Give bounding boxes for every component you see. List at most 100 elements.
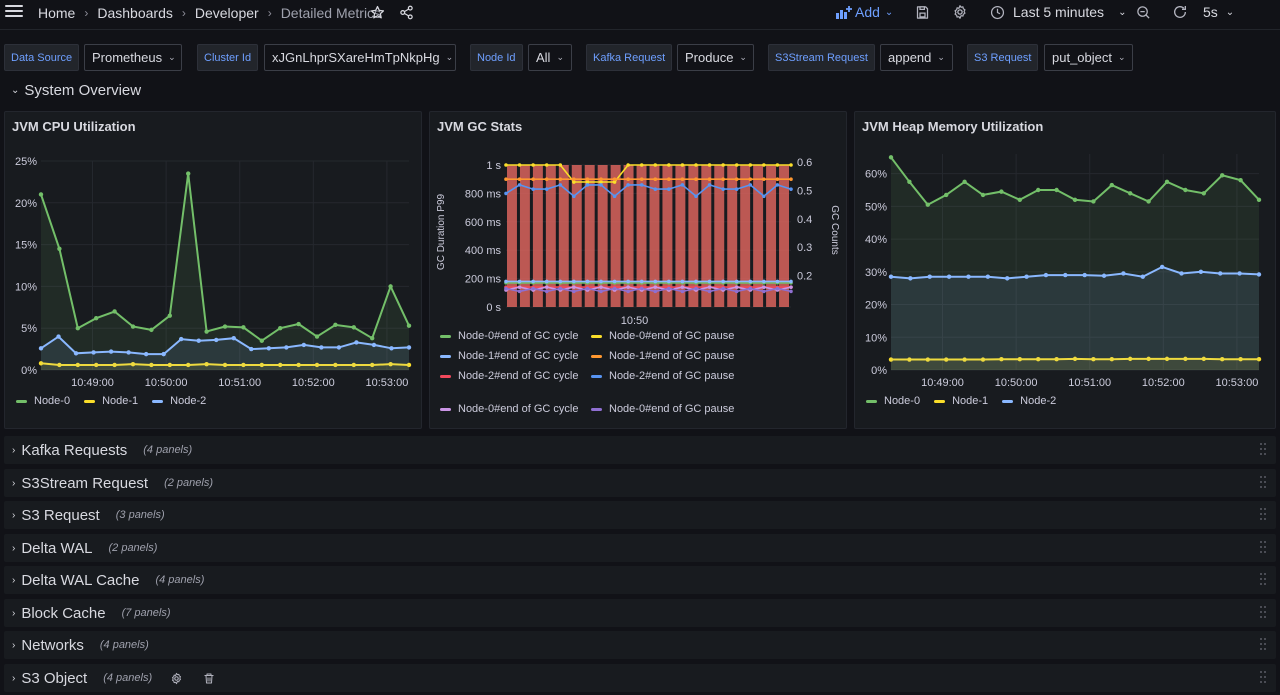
row-s3-object[interactable]: › S3 Object (4 panels)	[4, 664, 1276, 692]
row-s3-request[interactable]: › S3 Request (3 panels)	[4, 501, 1276, 529]
panel-jvm-heap[interactable]: JVM Heap Memory Utilization 0% 10% 20% 30% 4…	[854, 111, 1276, 429]
row-system-overview[interactable]: ⌄ System Overview	[11, 82, 141, 99]
data-point	[985, 274, 991, 279]
data-point	[721, 286, 725, 291]
data-point	[531, 177, 535, 181]
share-icon[interactable]	[399, 5, 414, 20]
data-point	[1109, 357, 1114, 362]
legend-item[interactable]: Node-1	[934, 395, 988, 407]
legend-item[interactable]: Node-2	[1002, 395, 1056, 407]
drag-handle-icon[interactable]	[1260, 670, 1268, 686]
row-actions	[170, 672, 235, 685]
legend-item[interactable]: Node-0#end of GC cycle	[440, 403, 578, 415]
panel-jvm-gc[interactable]: JVM GC Stats 0 s 200 ms 400 ms 600 ms 800 ms…	[429, 111, 847, 429]
gear-icon[interactable]	[952, 4, 968, 20]
var-select-kafka-request[interactable]: Produce ⌄	[677, 44, 754, 71]
refresh-interval-picker[interactable]: 5s ⌄	[1203, 4, 1234, 20]
data-point	[38, 192, 44, 197]
panel-jvm-cpu[interactable]: JVM CPU Utilization 0% 5% 10% 15% 20% 25% 10:4…	[4, 111, 422, 429]
legend-item[interactable]: Node-0#end of GC pause	[591, 330, 734, 342]
drag-handle-icon[interactable]	[1260, 572, 1268, 588]
data-point	[599, 285, 603, 289]
data-point	[278, 362, 283, 368]
data-point	[544, 187, 549, 191]
legend-item[interactable]: Node-2	[152, 395, 206, 407]
data-point	[694, 194, 698, 199]
add-label: Add	[855, 4, 880, 20]
data-point	[1101, 273, 1107, 278]
x-tick-label: 10:51:00	[1068, 377, 1111, 389]
refresh-icon[interactable]	[1172, 4, 1188, 20]
data-point	[1146, 199, 1151, 204]
row-networks[interactable]: › Networks (4 panels)	[4, 631, 1276, 659]
row-block-cache[interactable]: › Block Cache (7 panels)	[4, 599, 1276, 627]
series-line	[506, 164, 791, 183]
drag-handle-icon[interactable]	[1260, 540, 1268, 556]
legend-item[interactable]: Node-0	[16, 395, 70, 407]
row-delta-wal[interactable]: › Delta WAL (2 panels)	[4, 534, 1276, 562]
data-point	[626, 183, 630, 187]
data-point	[504, 286, 508, 291]
legend-item[interactable]: Node-2#end of GC cycle	[440, 370, 578, 382]
legend-item[interactable]: Node-0	[866, 395, 920, 407]
data-point	[1198, 269, 1204, 275]
breadcrumb-developer[interactable]: Developer	[194, 5, 259, 21]
legend-item[interactable]: Node-0#end of GC cycle	[440, 330, 578, 342]
data-point	[775, 183, 780, 187]
legend-item[interactable]: Node-2#end of GC pause	[591, 370, 734, 382]
var-select-s3-request[interactable]: put_object ⌄	[1044, 44, 1133, 71]
data-point	[284, 345, 289, 350]
data-point	[888, 274, 894, 279]
legend-item[interactable]: Node-1#end of GC pause	[591, 350, 734, 362]
data-point	[108, 349, 114, 354]
row-kafka-requests[interactable]: › Kafka Requests (4 panels)	[4, 436, 1276, 464]
data-point	[707, 163, 712, 167]
drag-handle-icon[interactable]	[1260, 442, 1268, 458]
gc-bar	[532, 165, 543, 307]
data-point	[707, 183, 712, 187]
chevron-down-icon: ⌄	[11, 85, 20, 96]
time-range-picker[interactable]: Last 5 minutes ⌄	[990, 4, 1126, 20]
legend-item[interactable]: Node-1	[84, 395, 138, 407]
data-point	[694, 286, 698, 291]
data-point	[1054, 357, 1059, 362]
legend-item[interactable]: Node-0#end of GC pause	[591, 403, 734, 415]
var-select-node-id[interactable]: All ⌄	[528, 44, 572, 71]
series-line	[505, 286, 792, 291]
legend-item[interactable]: Node-1#end of GC cycle	[440, 350, 578, 362]
breadcrumb-dashboards[interactable]: Dashboards	[97, 5, 173, 21]
gc-bar	[571, 165, 582, 307]
y-tick-label: 60%	[865, 169, 887, 181]
data-point	[789, 285, 793, 289]
chevron-down-icon: ⌄	[168, 52, 176, 62]
data-point	[1220, 173, 1225, 178]
drag-handle-icon[interactable]	[1260, 605, 1268, 621]
row-s3stream-request[interactable]: › S3Stream Request (2 panels)	[4, 469, 1276, 497]
data-point	[130, 361, 136, 367]
data-point	[653, 289, 658, 294]
data-point	[612, 177, 617, 181]
add-button[interactable]: Add ⌄	[836, 4, 893, 20]
row-delta-wal-cache[interactable]: › Delta WAL Cache (4 panels)	[4, 566, 1276, 594]
data-point	[734, 177, 739, 181]
data-point	[204, 361, 209, 367]
breadcrumb-home[interactable]: Home	[38, 5, 76, 21]
menu-icon[interactable]	[5, 5, 23, 19]
var-select-data-source[interactable]: Prometheus ⌄	[84, 44, 182, 71]
gc-bar	[766, 165, 777, 307]
data-point	[653, 163, 658, 167]
save-icon[interactable]	[915, 5, 930, 20]
var-select-cluster-id[interactable]: xJGnLhprSXareHmTpNkpHg ⌄	[264, 44, 456, 71]
gear-icon[interactable]	[170, 672, 183, 685]
y-tick-label: 0 s	[486, 302, 501, 314]
zoom-out-icon[interactable]	[1136, 5, 1151, 20]
data-point	[944, 192, 949, 198]
time-range-label: Last 5 minutes	[1013, 4, 1105, 20]
data-point	[186, 171, 191, 176]
star-icon[interactable]	[370, 5, 385, 20]
drag-handle-icon[interactable]	[1260, 507, 1268, 523]
drag-handle-icon[interactable]	[1260, 475, 1268, 491]
trash-icon[interactable]	[203, 672, 215, 685]
drag-handle-icon[interactable]	[1260, 637, 1268, 653]
var-select-s3stream-request[interactable]: append ⌄	[880, 44, 953, 71]
